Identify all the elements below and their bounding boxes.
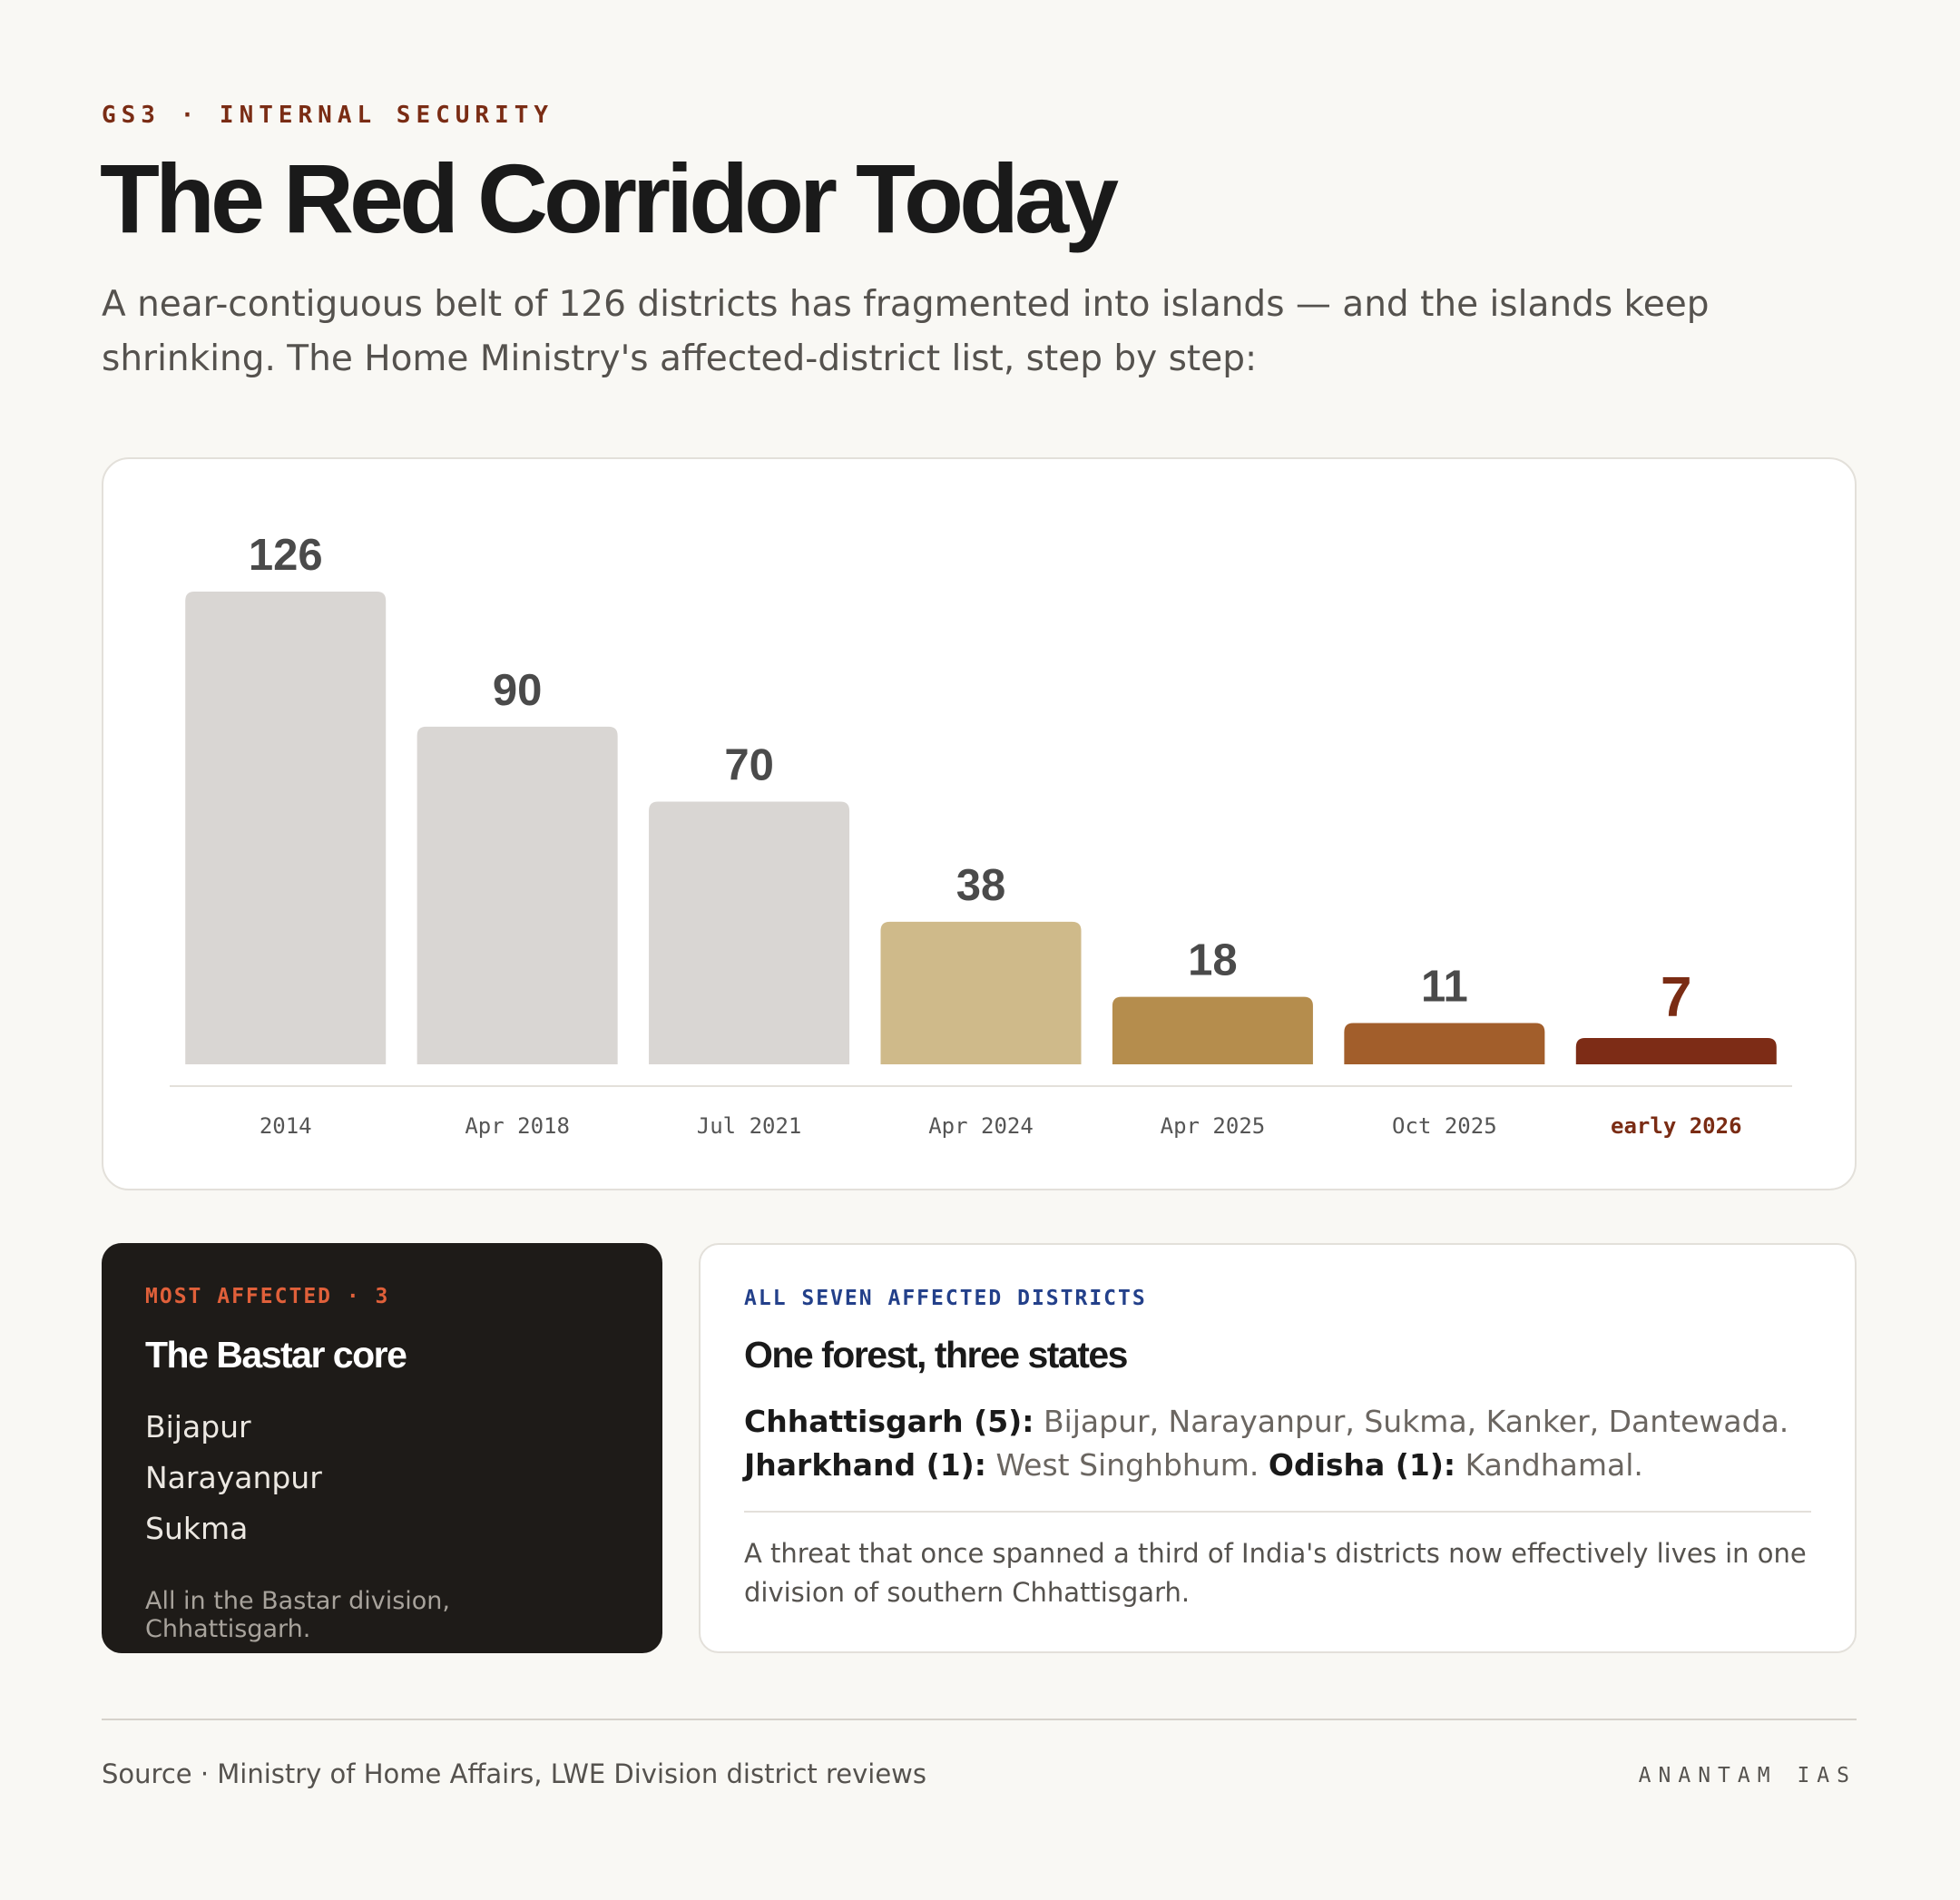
tick-label: Jul 2021	[697, 1113, 802, 1139]
tick-label: 2014	[260, 1113, 312, 1139]
bar	[1112, 996, 1313, 1064]
all-seven-title: One forest, three states	[744, 1334, 1129, 1376]
tick-label: Oct 2025	[1392, 1113, 1497, 1139]
tick-label: early 2026	[1611, 1113, 1742, 1139]
all-seven-eyebrow: ALL SEVEN AFFECTED DISTRICTS	[744, 1287, 1147, 1310]
state-districts-chhattisgarh: Bijapur, Narayanpur, Sukma, Kanker, Dant…	[1043, 1404, 1789, 1439]
list-item: Bijapur	[145, 1409, 251, 1445]
footer-divider	[102, 1719, 1857, 1720]
all-seven-note: A threat that once spanned a third of In…	[744, 1538, 1807, 1608]
all-seven-card: ALL SEVEN AFFECTED DISTRICTS One forest,…	[699, 1243, 1857, 1653]
state-label-odisha: Odisha (1):	[1268, 1447, 1456, 1483]
data-label: 90	[493, 666, 543, 715]
footer-source: Source · Ministry of Home Affairs, LWE D…	[102, 1758, 926, 1789]
data-label: 126	[249, 531, 323, 580]
bar	[416, 726, 618, 1064]
chart-card: 126 2014 90 Apr 2018 70 Jul 2021 38 Apr 2024 18 A…	[102, 457, 1857, 1190]
most-affected-title: The Bastar core	[145, 1334, 407, 1376]
states-breakdown: Chhattisgarh (5): Bijapur, Narayanpur, S…	[744, 1400, 1811, 1487]
bar	[880, 921, 1082, 1064]
bar	[1344, 1023, 1545, 1064]
page-subtitle: A near-contiguous belt of 126 districts …	[102, 284, 1710, 379]
page-title: The Red Corridor Today	[100, 143, 1119, 253]
list-item: Narayanpur	[145, 1460, 322, 1495]
bar	[185, 592, 387, 1064]
tick-label: Apr 2025	[1161, 1113, 1266, 1139]
bar-chart: 126 2014 90 Apr 2018 70 Jul 2021 38 Apr 2024 18 A…	[170, 531, 1792, 1139]
bar	[649, 801, 850, 1064]
data-label: 7	[1661, 966, 1691, 1029]
data-label: 18	[1188, 936, 1238, 985]
tick-label: Apr 2018	[465, 1113, 570, 1139]
data-label: 38	[956, 861, 1006, 910]
footer-brand: ANANTAM IAS	[1638, 1764, 1857, 1787]
most-affected-note: All in the Bastar division, Chhattisgarh…	[145, 1587, 450, 1643]
data-label: 70	[724, 741, 774, 790]
state-districts-odisha: Kandhamal.	[1465, 1447, 1643, 1483]
state-districts-jharkhand: West Singhbhum.	[995, 1447, 1259, 1483]
data-label: 11	[1421, 963, 1468, 1012]
bar	[1575, 1038, 1777, 1064]
list-item: Sukma	[145, 1511, 249, 1546]
tick-label: Apr 2024	[928, 1113, 1034, 1139]
most-affected-eyebrow: MOST AFFECTED · 3	[145, 1285, 390, 1308]
most-affected-list: Bijapur Narayanpur Sukma	[145, 1402, 619, 1554]
state-label-jharkhand: Jharkhand (1):	[744, 1447, 986, 1483]
most-affected-card: MOST AFFECTED · 3 The Bastar core Bijapu…	[102, 1243, 662, 1653]
divider	[744, 1511, 1811, 1513]
state-label-chhattisgarh: Chhattisgarh (5):	[744, 1404, 1034, 1439]
section-eyebrow: GS3 · INTERNAL SECURITY	[102, 102, 554, 129]
